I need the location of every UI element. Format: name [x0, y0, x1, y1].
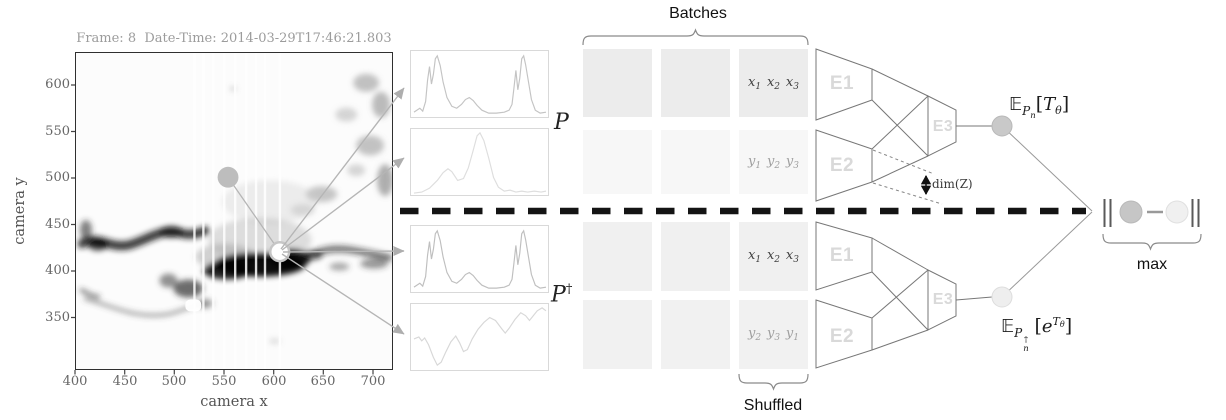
blackboard-e: 𝔼 [1001, 316, 1015, 337]
gray-circle-marker [217, 166, 239, 188]
batch-cell: y2 [748, 326, 762, 343]
p-distribution-label: P [554, 110, 569, 135]
y-tick: 550 [45, 124, 70, 139]
batch-cell: y1 [785, 326, 799, 343]
y-tick: 500 [45, 170, 70, 185]
top-output-line [1001, 125, 1093, 212]
batch-cell: y3 [785, 153, 799, 171]
y-tick: 450 [45, 217, 70, 232]
dim-guide-line [872, 149, 935, 175]
batches-title: Batches [669, 5, 727, 22]
batch-cell: y3 [766, 326, 781, 343]
expectation-p-label: 𝔼Pn[Tθ] [1009, 93, 1070, 121]
batch-cell: x3 [785, 248, 799, 265]
batch-cell: x2 [766, 74, 781, 92]
y-tick: 400 [45, 263, 70, 278]
batch-cell: x1 [748, 74, 762, 92]
norm-bars [1103, 199, 1200, 227]
x-tick: 400 [62, 374, 88, 389]
camera-plot-title: Frame: 8 Date-Time: 2014-03-29T17:46:21.… [76, 31, 392, 46]
expectation-p-dagger-label: 𝔼P † n [eTθ] [1001, 315, 1073, 355]
batch-square [583, 49, 652, 117]
batch-square-x: x1 x2 x3 [739, 49, 808, 117]
encoder-e1-label: E1 [829, 245, 855, 266]
batch-square [661, 300, 730, 369]
x-tick: 600 [261, 374, 287, 389]
encoder-e3-label: E3 [932, 118, 954, 135]
y-tick: 600 [45, 77, 70, 92]
batch-square [583, 300, 652, 369]
signal-plot-p2 [410, 128, 549, 196]
waveform-y [413, 131, 547, 194]
batch-cell: x3 [785, 74, 799, 92]
waveform-x [413, 54, 547, 114]
batch-square [661, 130, 730, 194]
batch-square [661, 49, 730, 117]
batch-square [661, 222, 730, 291]
x-tick: 550 [211, 374, 237, 389]
encoder-e2-label: E2 [829, 155, 855, 176]
x-axis-label: camera x [200, 394, 268, 410]
shuffled-brace [738, 373, 809, 391]
blackboard-e: 𝔼 [1009, 94, 1023, 115]
signal-plot-p3 [410, 225, 549, 293]
batch-square-x: x1 x2 x3 [739, 222, 808, 291]
dim-z-label: dim(Z) [932, 177, 973, 191]
shuffled-label: Shuffled [743, 397, 803, 414]
batches-brace [582, 28, 809, 46]
camera-image [76, 53, 393, 369]
dagger-symbol: † [565, 282, 573, 297]
waveform-x [413, 229, 547, 289]
batch-cell: y2 [766, 153, 781, 171]
encoder-e2-label: E2 [829, 326, 855, 347]
x-tick: 450 [112, 374, 138, 389]
x-tick: 650 [310, 374, 336, 389]
signal-plot-p1 [410, 50, 549, 118]
waveform-y-shuffled [413, 307, 547, 367]
y-tick: 350 [45, 310, 70, 325]
max-brace [1102, 233, 1202, 251]
batch-square-y: y1 y2 y3 [739, 130, 808, 194]
batch-square [583, 130, 652, 194]
encoder-e1-label: E1 [829, 73, 855, 94]
x-tick: 700 [360, 374, 386, 389]
batch-cell: x1 [748, 248, 762, 265]
y-axis-label: camera y [12, 177, 28, 245]
batch-square [583, 222, 652, 291]
bottom-output-circle [991, 286, 1013, 308]
x-tick: 500 [161, 374, 187, 389]
p-dagger-distribution-label: P† [551, 282, 573, 308]
batch-square-y-shuffled: y2 y3 y1 [739, 300, 808, 369]
max-label: max [1136, 256, 1168, 273]
batch-cell: y1 [748, 153, 762, 171]
signal-plot-p4 [410, 303, 549, 371]
bottom-output-line [1001, 211, 1093, 298]
batch-cell: x2 [766, 248, 781, 265]
camera-plot [75, 52, 393, 370]
encoder-e3-label: E3 [932, 291, 954, 308]
norm-light-circle [1165, 200, 1189, 224]
white-blob-marker [185, 299, 202, 312]
norm-dark-circle [1119, 200, 1143, 224]
white-circle-marker [269, 241, 291, 263]
